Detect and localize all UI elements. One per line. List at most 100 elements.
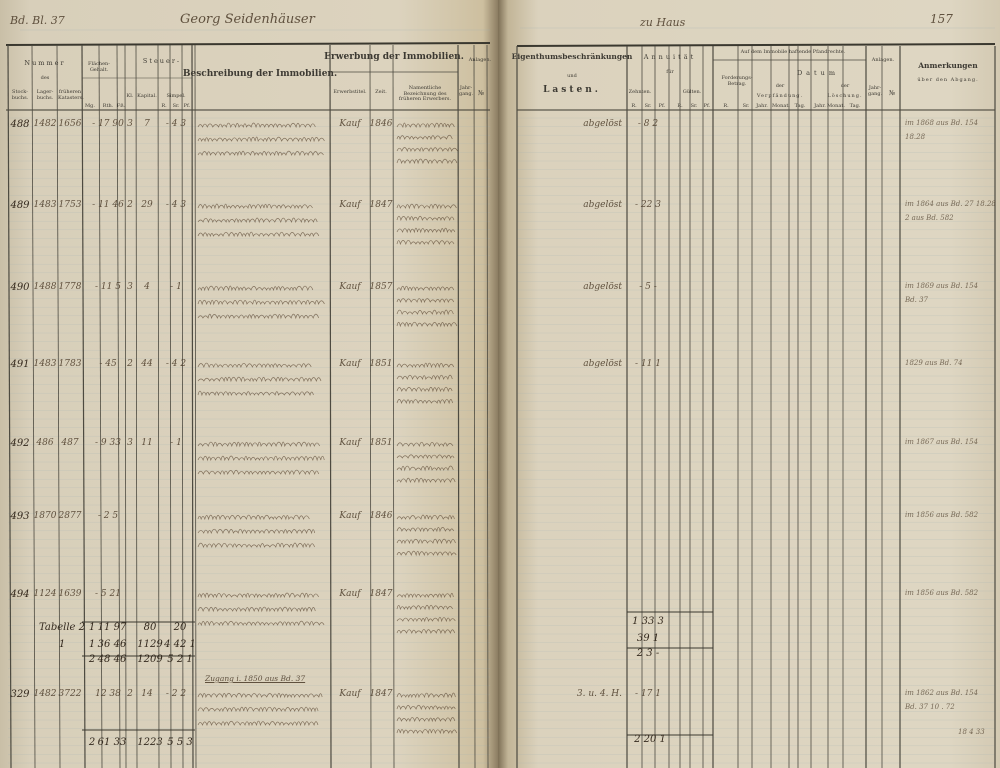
header-loeschung: Löschung. [827, 94, 862, 100]
lagerbuch-number: 486 [36, 438, 53, 448]
previous-owner-handwriting [397, 322, 457, 326]
anmerkung: 1829 aus Bd. 74 [905, 359, 963, 367]
kataster-number: 3722 [59, 689, 82, 699]
previous-owner-handwriting [397, 455, 454, 458]
previous-owner-handwriting [397, 593, 453, 597]
anmerkung: 18.28 [905, 133, 925, 141]
totals-annuitaet: 1 33 3 [632, 616, 664, 627]
description-handwriting [198, 621, 324, 625]
totals-label: 1 [59, 639, 65, 650]
header-jahrgang-right: Jahr-gang. [868, 86, 882, 97]
previous-owner-handwriting [397, 204, 456, 208]
previous-owner-handwriting [397, 551, 456, 555]
flaechen-gehalt: - 9 33 [95, 438, 121, 448]
previous-owner-handwriting [397, 617, 455, 621]
header-jahr-2: Jahr. [814, 104, 826, 110]
previous-owner-handwriting [397, 399, 453, 403]
header-annuitaet: Annuität [644, 54, 696, 61]
zugang-note: Zugang i. 1850 aus Bd. 37 [205, 674, 305, 683]
annuitaet-zehnten: - 11 1 [635, 359, 661, 369]
steuer-klasse: 3 [127, 282, 133, 292]
erwerbstitel: Kauf [339, 359, 360, 369]
flaechen-gehalt: - 17 90 [92, 119, 124, 129]
description-handwriting [198, 543, 315, 547]
totals-label: Tabelle 2 [39, 622, 85, 633]
erwerbstitel: Kauf [339, 282, 360, 292]
description-handwriting [198, 286, 313, 290]
totals-flaeche: 48 46 [98, 654, 127, 665]
header-steuer: Steuer- [143, 58, 181, 65]
kataster-number: 1783 [59, 359, 82, 369]
description-handwriting [198, 377, 321, 381]
header-erwerbung: Erwerbung der Immobilien. [324, 53, 464, 63]
totals-simpel: 20 [174, 622, 187, 633]
description-handwriting [198, 515, 309, 519]
grand-total-kapital: 1223 [137, 737, 162, 748]
stockbuch-number: 488 [10, 119, 29, 130]
header-zehnten: Zehnten. [629, 90, 652, 96]
header-abgang: über den Abgang. [917, 78, 978, 84]
header-gueltten-sr: Sr. [691, 104, 698, 110]
steuer-kapital: 44 [141, 359, 152, 369]
description-handwriting [198, 456, 324, 460]
anmerkung: im 1869 aus Bd. 154 [905, 282, 978, 290]
totals-kapital: 80 [144, 622, 157, 633]
steuer-klasse: 2 [127, 689, 133, 699]
steuer-simpel: - 4 2 [166, 359, 186, 369]
header-fs: Fß. [117, 104, 125, 110]
header-verpfaendung: Verpfändung. [757, 94, 803, 100]
header-zehnten-pf: Pf. [659, 104, 666, 110]
lasten: abgelöst [583, 119, 622, 129]
steuer-simpel: - 4 3 [166, 200, 186, 210]
totals-simpel: 4 42 1 [164, 639, 196, 650]
erwerb-zeit: 1851 [370, 438, 393, 448]
header-anmerkungen: Anmerkungen [918, 62, 978, 70]
anmerkung: im 1868 aus Bd. 154 [905, 119, 978, 127]
stockbuch-number: 490 [10, 282, 29, 293]
previous-owner-handwriting [397, 705, 455, 709]
totals-kapital: 1209 [137, 654, 162, 665]
previous-owner-handwriting [397, 135, 452, 139]
header-datum: Datum [797, 70, 839, 77]
description-handwriting [198, 593, 319, 597]
kataster-number: 2877 [59, 511, 82, 521]
totals-kapital: 1129 [137, 639, 162, 650]
previous-owner-handwriting [397, 375, 452, 379]
header-eigenthum: Eigenthumsbeschränkungen [512, 53, 633, 61]
header-r: R. [161, 104, 166, 110]
lasten: abgelöst [583, 200, 622, 210]
steuer-klasse: 2 [127, 200, 133, 210]
anmerkung: im 1867 aus Bd. 154 [905, 438, 978, 446]
header-pf: Pf. [184, 104, 191, 110]
header-tag-1: Tag. [795, 104, 806, 110]
header-jahrgang: Jahr-gang. [459, 86, 473, 97]
header-anlagen-right: Anlagen. [872, 58, 894, 64]
previous-owner-handwriting [397, 478, 455, 482]
previous-owner-handwriting [397, 527, 454, 531]
totals-simpel: 5 2 1 [167, 654, 192, 665]
previous-owner-handwriting [397, 123, 454, 127]
header-stockbuchs: Stock-buchs. [9, 90, 31, 101]
erwerbstitel: Kauf [339, 200, 360, 210]
annuitaet-zehnten: - 8 2 [638, 119, 658, 129]
header-lasten: Lasten. [543, 86, 601, 96]
annuitaet-zehnten: - 22 3 [635, 200, 661, 210]
description-handwriting [198, 707, 318, 711]
grand-total-flaeche: 61 33 [98, 737, 127, 748]
erwerbstitel: Kauf [339, 119, 360, 129]
header-forderung-r: R. [723, 104, 728, 110]
header-anlagen: Anlagen. [469, 58, 491, 64]
erwerb-zeit: 1857 [370, 282, 393, 292]
kataster-number: 1753 [59, 200, 82, 210]
owner-name: Georg Seidenhäuser [180, 12, 315, 27]
flaechen-gehalt: - 11 46 [92, 200, 124, 210]
totals-mg: 1 [89, 639, 95, 650]
lasten: 3. u. 4. H. [577, 689, 622, 699]
lasten: abgelöst [583, 359, 622, 369]
header-tag-2: Tag. [850, 104, 861, 110]
description-handwriting [198, 204, 312, 208]
header-kl: Kl. [127, 94, 134, 100]
grand-total-simpel: 5 5 3 [167, 737, 192, 748]
lagerbuch-number: 1483 [34, 200, 57, 210]
